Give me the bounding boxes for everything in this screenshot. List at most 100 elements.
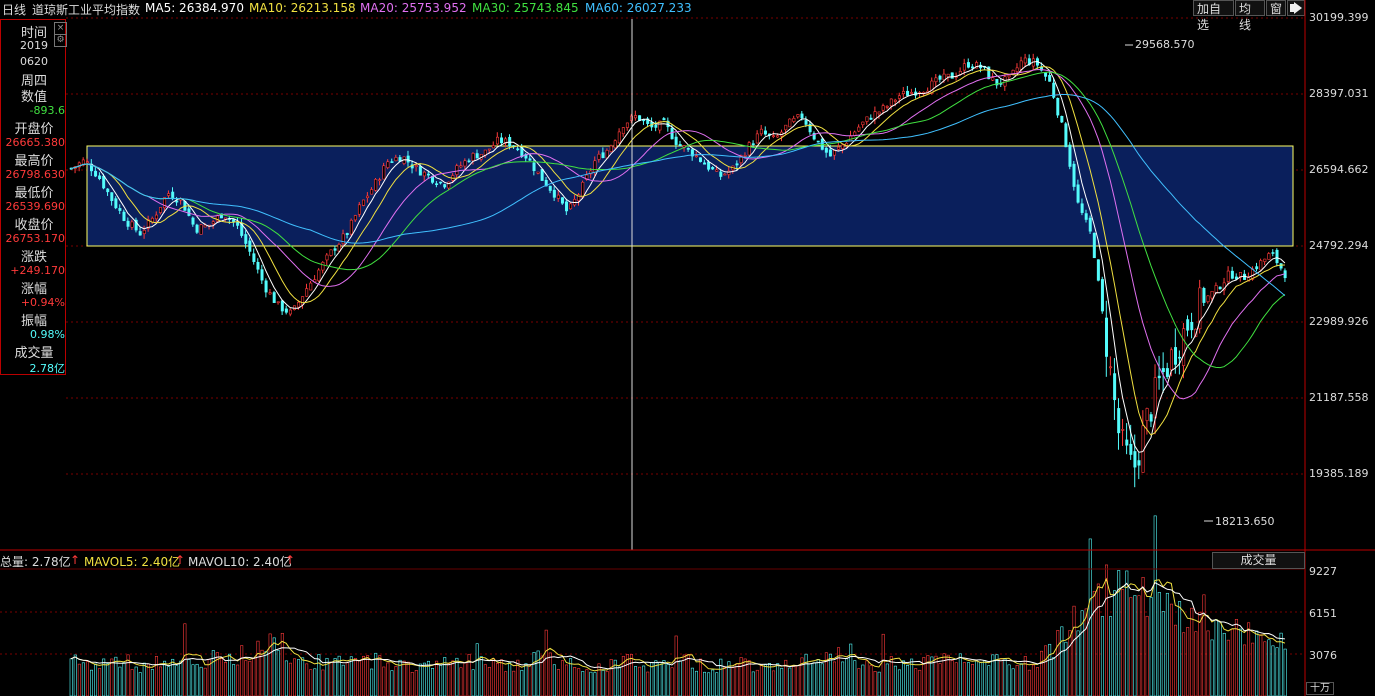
candle-body	[763, 130, 767, 135]
volume-bar	[134, 666, 138, 696]
volume-bar	[1161, 611, 1165, 696]
candle-body	[1271, 252, 1275, 254]
highlight-box[interactable]	[86, 145, 1294, 247]
volume-bar	[487, 666, 491, 696]
ma-settings-button[interactable]: 均线	[1235, 0, 1265, 32]
volume-bar	[154, 656, 158, 696]
mavol5-label[interactable]: MAVOL5: 2.40亿	[84, 555, 181, 569]
volume-bar	[857, 668, 861, 696]
volume-bar	[455, 657, 459, 696]
candle-body	[585, 174, 589, 180]
candle-body	[1161, 368, 1165, 372]
open-label: 开盘价	[14, 122, 54, 137]
ma20-label[interactable]: MA20: 25753.952	[360, 1, 467, 15]
volume-bar	[1157, 592, 1161, 696]
candle-body	[971, 66, 975, 69]
candle-body	[1169, 349, 1173, 370]
price-tick: 22989.926	[1309, 315, 1369, 328]
period-label[interactable]: 日线	[2, 3, 27, 17]
volume-bar	[199, 666, 203, 696]
ma10-label[interactable]: MA10: 26213.158	[249, 1, 356, 15]
candle-body	[219, 213, 223, 219]
candle-body	[1044, 72, 1048, 77]
add-watchlist-button[interactable]: 加自选	[1193, 0, 1234, 32]
volume-bar	[1007, 664, 1011, 696]
volume-bar	[824, 652, 828, 696]
candle-body	[565, 201, 569, 212]
volume-bar	[81, 662, 85, 696]
window-button[interactable]: 窗	[1266, 0, 1286, 16]
candle-body	[256, 261, 260, 270]
volume-bar	[1068, 630, 1072, 696]
candle-body	[1015, 67, 1019, 72]
volume-bar	[495, 663, 499, 696]
volume-indicator-button[interactable]: 成交量	[1212, 552, 1305, 569]
candle-body	[625, 122, 629, 128]
candle-body	[617, 131, 621, 144]
volume-bar	[329, 661, 333, 696]
candle-body	[248, 240, 252, 252]
volume-bar	[865, 660, 869, 696]
mavol10-arrow-icon: ↑	[285, 553, 296, 567]
volume-bar	[1121, 589, 1125, 696]
candle-body	[1100, 279, 1104, 312]
candle-body	[569, 203, 573, 210]
volume-bar	[776, 663, 780, 696]
volume-bar	[1247, 622, 1251, 696]
volume-bar	[1129, 597, 1133, 696]
ma60-label[interactable]: MA60: 26027.233	[585, 1, 692, 15]
candle-body	[832, 150, 836, 156]
volume-bar	[90, 669, 94, 696]
volume-bar	[755, 669, 759, 696]
candle-body	[889, 98, 893, 107]
candle-body	[808, 123, 812, 133]
volume-bar	[1052, 657, 1056, 696]
volume-bar	[723, 666, 727, 696]
volume-bar	[1214, 619, 1218, 696]
candle-body	[796, 114, 800, 118]
candle-body	[828, 149, 832, 157]
volume-bar	[711, 669, 715, 696]
volume-bar	[118, 666, 122, 696]
volume-bar	[1125, 570, 1129, 696]
low-label: 最低价	[14, 186, 54, 201]
volume-bar	[698, 658, 702, 696]
candle-body	[552, 189, 556, 198]
volume-bar	[1113, 590, 1117, 696]
ma30-label[interactable]: MA30: 25743.845	[472, 1, 579, 15]
ma5-label[interactable]: MA5: 26384.970	[145, 1, 244, 15]
volume-bar	[240, 645, 244, 696]
year-value: 2019	[20, 39, 48, 52]
candle-body	[1259, 260, 1263, 271]
candle-body	[715, 169, 719, 172]
price-tick: 30199.399	[1309, 11, 1369, 24]
exit-arrow-icon[interactable]	[1287, 0, 1305, 16]
candle-body	[516, 148, 520, 151]
candle-body	[841, 144, 845, 149]
volume-bar	[560, 660, 564, 696]
volume-bar	[406, 661, 410, 696]
volume-bar	[682, 654, 686, 696]
close-label: 收盘价	[14, 218, 54, 233]
volume-bar	[569, 658, 573, 696]
candle-body	[309, 282, 313, 291]
volume-bar	[694, 670, 698, 696]
volume-bar	[893, 665, 897, 696]
candle-body	[163, 197, 167, 209]
volume-bar	[280, 633, 284, 696]
volume-bar	[1060, 626, 1064, 696]
volume-bar	[110, 658, 114, 696]
candle-body	[134, 219, 138, 231]
volume-bar	[536, 650, 540, 696]
gear-icon[interactable]: ⚙	[54, 34, 67, 47]
mavol10-label[interactable]: MAVOL10: 2.40亿	[188, 555, 292, 569]
volume-bar	[707, 672, 711, 696]
volume-bar	[914, 668, 918, 696]
candle-body	[934, 77, 938, 83]
candle-body	[759, 128, 763, 135]
volume-bar	[837, 647, 841, 696]
volume-bar	[1100, 616, 1104, 696]
candle-body	[1255, 266, 1259, 270]
volume-bar	[1105, 564, 1109, 696]
